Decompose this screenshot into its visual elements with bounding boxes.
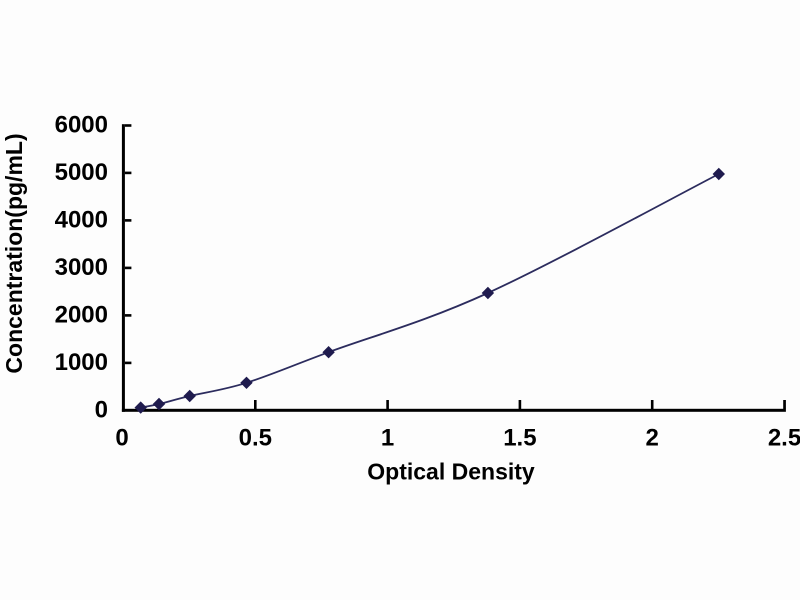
svg-text:0: 0 <box>115 424 128 451</box>
svg-text:1.5: 1.5 <box>503 424 536 451</box>
svg-text:3000: 3000 <box>55 254 108 281</box>
svg-text:4000: 4000 <box>55 206 108 233</box>
svg-text:1000: 1000 <box>55 349 108 376</box>
svg-text:5000: 5000 <box>55 159 108 186</box>
svg-text:1: 1 <box>381 424 394 451</box>
svg-text:2000: 2000 <box>55 301 108 328</box>
svg-text:Concentration(pg/mL): Concentration(pg/mL) <box>1 133 27 373</box>
svg-text:2.5: 2.5 <box>768 424 800 451</box>
svg-text:Optical Density: Optical Density <box>367 459 535 485</box>
svg-text:6000: 6000 <box>55 111 108 138</box>
svg-text:0: 0 <box>95 396 108 423</box>
svg-text:0.5: 0.5 <box>239 424 272 451</box>
svg-text:2: 2 <box>646 424 659 451</box>
